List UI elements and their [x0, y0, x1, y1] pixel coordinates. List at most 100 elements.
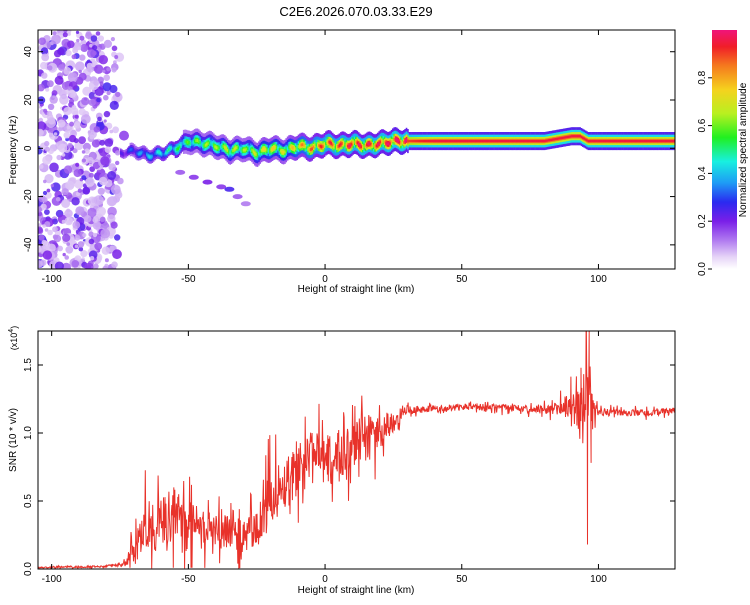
ridge-cell	[208, 141, 211, 145]
ridge-cell	[532, 140, 535, 143]
ridge-cell	[305, 146, 308, 150]
snr-ylabel: SNR (10 * v/v)	[8, 408, 19, 472]
ridge-cell	[346, 144, 349, 148]
noise-blob	[58, 143, 68, 153]
ridge-cell	[271, 147, 274, 151]
spectrogram-ticks: -100 -50 0 50 100 -40 -20 0 20 40	[23, 30, 675, 285]
ridge-cell	[296, 146, 299, 150]
ridge-cell	[352, 141, 355, 145]
ridge-cell	[487, 140, 490, 143]
noise-blob	[67, 32, 71, 36]
noise-blob	[97, 76, 104, 84]
ridge-cell	[562, 136, 565, 139]
ridge-cell	[470, 140, 472, 143]
ridge-cell	[334, 145, 337, 149]
ridge-cell	[301, 143, 304, 147]
ridge-cell	[531, 140, 534, 143]
ridge-cell	[500, 140, 502, 143]
noise-blob	[44, 140, 50, 147]
noise-blob	[42, 197, 48, 203]
noise-blob	[40, 61, 48, 70]
ridge-cell	[427, 140, 430, 143]
ridge-cell	[431, 140, 434, 143]
ridge-cell	[599, 140, 602, 143]
spectrogram-ytick-label: -20	[23, 189, 34, 204]
ridge-cell	[330, 142, 333, 145]
noise-blob	[104, 138, 114, 147]
ridge-cell	[635, 140, 638, 143]
noise-blob	[89, 256, 95, 261]
ridge-cell	[321, 145, 323, 149]
colorbar-tick-label: 0.0	[697, 262, 708, 276]
noise-blob	[80, 250, 88, 258]
noise-blob	[98, 55, 109, 65]
ridge-cell	[461, 140, 464, 143]
noise-blob	[51, 34, 61, 45]
ridge-cell	[597, 140, 599, 143]
ridge-cell	[493, 140, 495, 143]
ridge-cell	[437, 140, 439, 143]
ridge-cell	[218, 146, 221, 150]
ridge-cell	[348, 144, 350, 148]
ridge-cell	[545, 139, 547, 142]
ridge-cell	[521, 140, 524, 143]
ridge-cell	[546, 139, 549, 142]
ridge-cell	[173, 147, 175, 151]
noise-blob	[67, 89, 77, 99]
noise-blob	[57, 47, 65, 56]
ridge-cell	[423, 140, 426, 143]
ridge-cell	[188, 141, 191, 145]
ridge-cell	[167, 148, 170, 151]
noise-blob	[47, 103, 55, 111]
ridge-cell	[281, 150, 283, 154]
noise-blob	[78, 108, 86, 116]
ridge-cell	[139, 152, 141, 155]
noise-blob	[101, 246, 111, 255]
ridge-cell	[141, 151, 144, 154]
ridge-cell	[254, 152, 256, 155]
ridge-cell	[357, 142, 360, 146]
ridge-cell	[122, 153, 125, 156]
ridge-cell	[456, 140, 458, 143]
ridge-cell	[554, 138, 557, 141]
ridge-cell	[636, 140, 639, 143]
noise-blob	[55, 197, 61, 202]
ridge-cell	[356, 141, 359, 145]
noise-blob	[103, 110, 111, 118]
ridge-cell	[267, 149, 270, 153]
ridge-cell	[560, 137, 562, 140]
noise-blob	[114, 234, 121, 241]
noise-blob	[111, 45, 118, 52]
noise-blob	[41, 72, 48, 79]
ridge-cell	[516, 140, 519, 143]
ridge-cell	[191, 141, 193, 145]
ridge-cell	[278, 148, 281, 151]
ridge-cell	[478, 140, 480, 143]
ridge-cell	[379, 140, 382, 144]
ridge-cell	[344, 142, 346, 146]
ridge-cell	[238, 147, 241, 151]
ridge-cell	[535, 140, 538, 143]
ridge-cell	[519, 140, 521, 143]
ridge-cell	[571, 135, 573, 138]
ridge-cell	[475, 140, 478, 143]
ridge-cell	[572, 135, 575, 138]
ridge-cell	[308, 148, 311, 152]
noise-blob	[43, 108, 48, 113]
ridge-cell	[428, 140, 431, 143]
noise-blob	[99, 216, 106, 223]
streak-blob	[216, 184, 227, 190]
noise-blob	[63, 107, 72, 116]
ridge-cell	[556, 137, 558, 140]
ridge-cell	[378, 141, 381, 145]
ridge-cell	[326, 141, 329, 144]
noise-blob	[65, 137, 69, 142]
noise-blob	[64, 209, 73, 218]
ridge-cell	[248, 146, 251, 150]
noise-blob	[73, 122, 81, 129]
noise-blob	[42, 155, 52, 165]
noise-blob	[115, 91, 121, 98]
ridge-cell	[172, 147, 174, 150]
ridge-cell	[549, 139, 551, 142]
